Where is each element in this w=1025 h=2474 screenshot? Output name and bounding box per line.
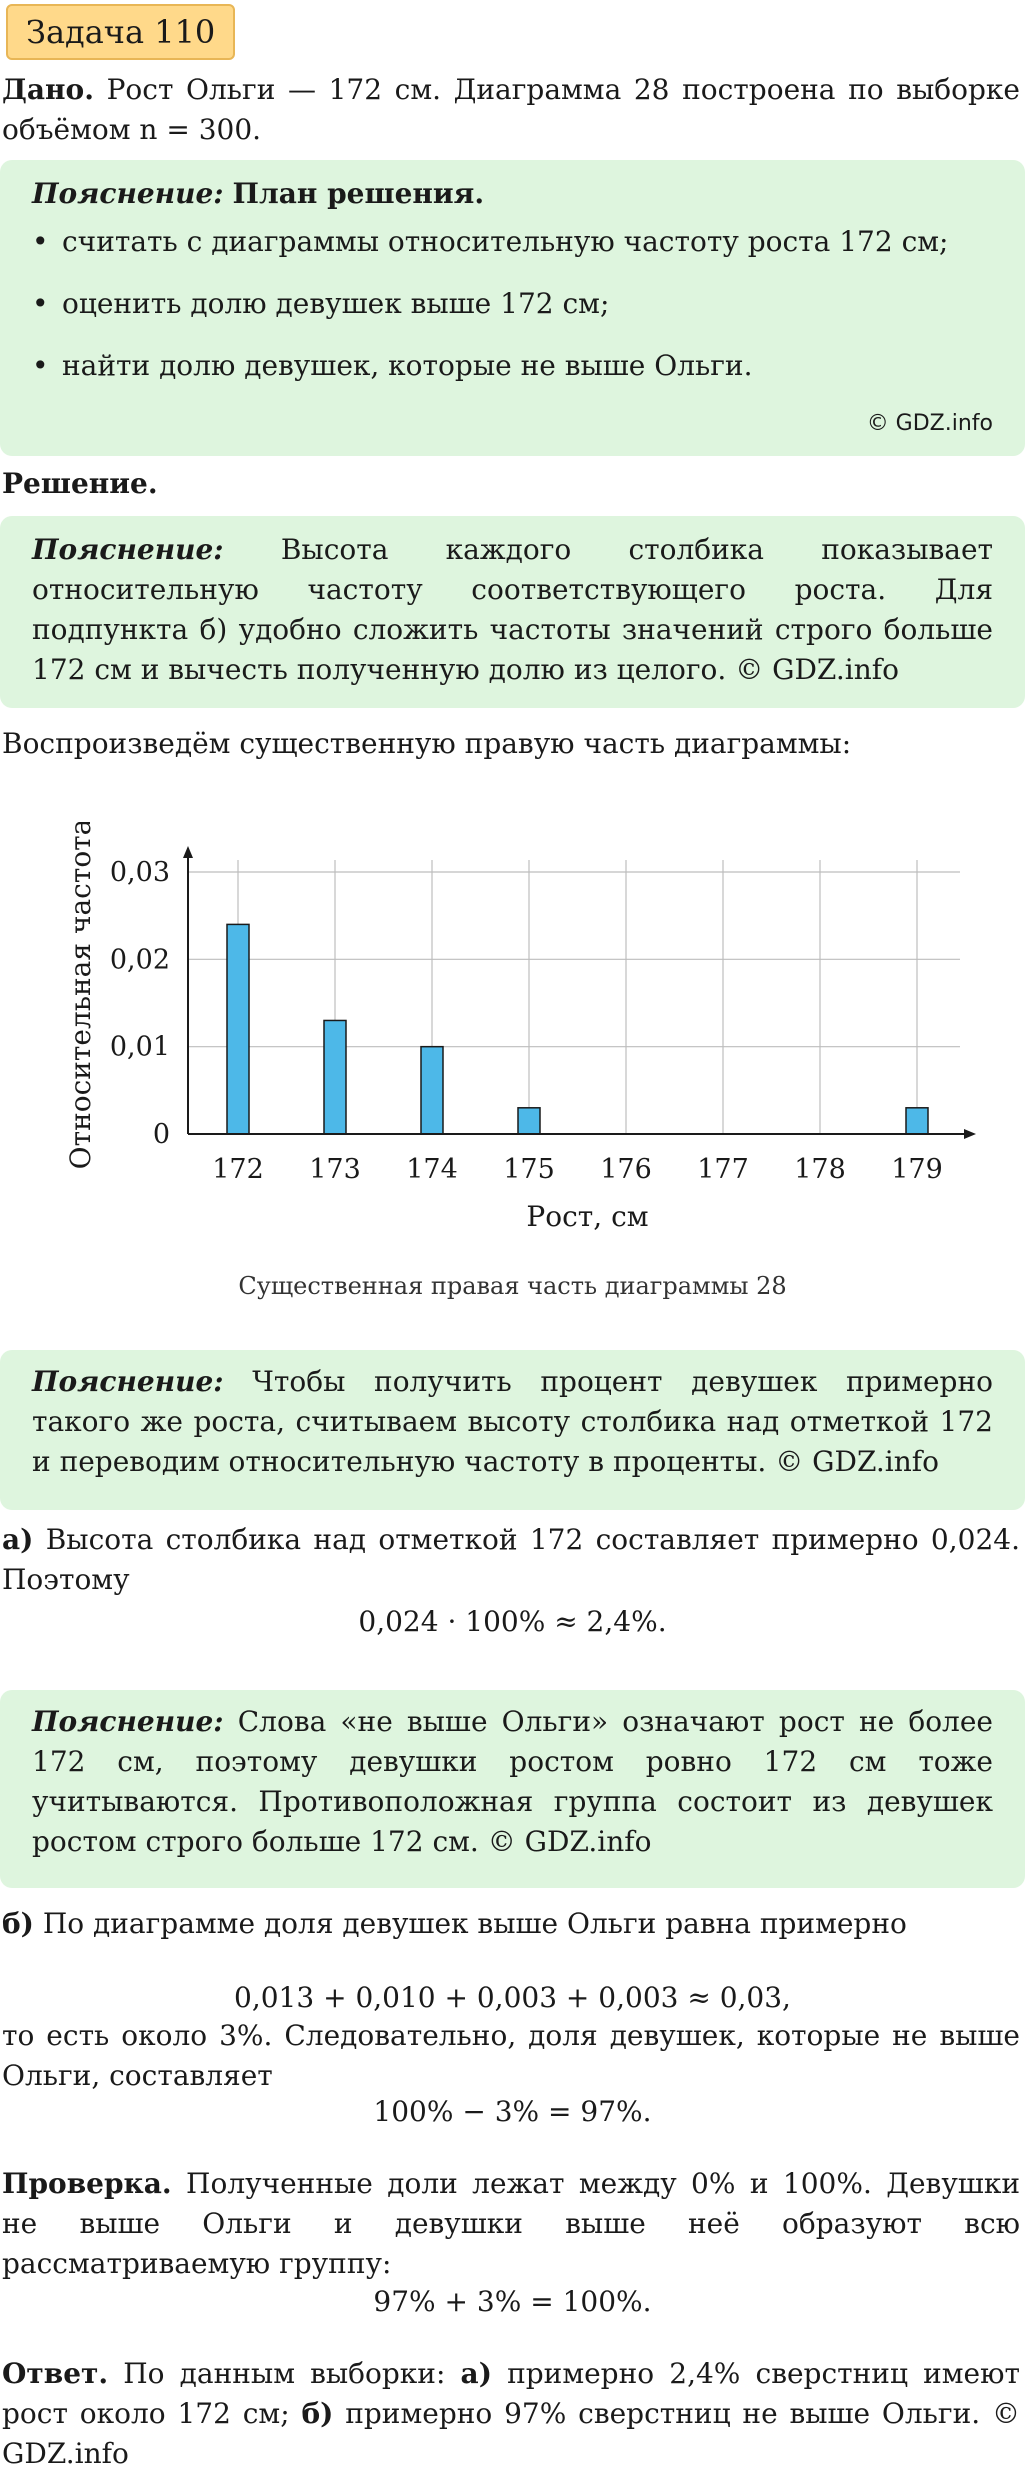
check-paragraph: Проверка. Полученные доли лежат между 0%… [2, 2164, 1020, 2284]
bar-173 [323, 1019, 347, 1135]
solution-heading: Решение. [2, 467, 158, 500]
check-label: Проверка. [2, 2167, 172, 2200]
answer-intro: По данным выборки: [123, 2357, 446, 2390]
answer-b-label: б) [301, 2397, 334, 2430]
part-b-formula-2: 100% − 3% = 97%. [373, 2095, 652, 2128]
answer-a-text: примерно 2,4% сверстниц имеют рост около… [2, 2357, 1020, 2430]
plan-bullet: считать с диаграммы относительную частот… [32, 222, 993, 262]
part-a-formula: 0,024 · 100% ≈ 2,4%. [358, 1605, 667, 1638]
plan-note-box: Пояснение: План решения. считать с диагр… [0, 160, 1025, 456]
x-tick-label: 177 [697, 1154, 749, 1185]
y-tick-label: 0,03 [110, 857, 170, 888]
x-axis-title: Рост, см [526, 1200, 648, 1233]
part-b-paragraph: б) По диаграмме доля девушек выше Ольги … [2, 1904, 1020, 1944]
answer-b-text: примерно 97% сверстниц не выше Ольги. [345, 2397, 981, 2430]
plan-sign: © GDZ.info [866, 411, 993, 436]
chart-labels: 0 0,01 0,02 0,03 172 173 174 175 176 177 178 179 Рос… [64, 819, 943, 1233]
explain1-label: Пояснение: [32, 533, 224, 566]
part-b-text-2: то есть около 3%. Следовательно, доля де… [2, 2019, 1020, 2092]
answer-paragraph: Ответ. По данным выборки: а) примерно 2,… [2, 2354, 1020, 2474]
explain-note-3: Пояснение: Слова «не выше Ольги» означаю… [0, 1690, 1025, 1888]
bar-chart: 0 0,01 0,02 0,03 172 173 174 175 176 177 178 179 Рос… [0, 819, 1025, 1242]
chart-bars [226, 923, 929, 1135]
bar-chart-svg: 0 0,01 0,02 0,03 172 173 174 175 176 177 178 179 Рос… [64, 819, 976, 1233]
reproduce-text: Воспроизведём существенную правую часть … [2, 727, 852, 760]
explain1-text: Высота каждого столбика показывает относ… [32, 533, 993, 686]
part-b-formula-1: 0,013 + 0,010 + 0,003 + 0,003 ≈ 0,03, [234, 1981, 791, 2014]
x-tick-label: 176 [600, 1154, 652, 1185]
y-axis-title: Относительная частота [64, 822, 97, 1169]
check-text: Полученные доли лежат между 0% и 100%. Д… [2, 2167, 1020, 2280]
plan-bullet: найти долю девушек, которые не выше Ольг… [32, 346, 993, 386]
part-a-paragraph: а) Высота столбика над отметкой 172 сост… [2, 1520, 1020, 1600]
given-paragraph: Дано. Рост Ольги — 172 см. Диаграмма 28 … [2, 70, 1020, 150]
part-b-text: По диаграмме доля девушек выше Ольги рав… [42, 1907, 907, 1940]
chart-caption: Существенная правая часть диаграммы 28 [238, 1272, 787, 1300]
x-tick-label: 173 [309, 1154, 361, 1185]
explain-note-2: Пояснение: Чтобы получить процент девуше… [0, 1350, 1025, 1510]
x-tick-label: 175 [503, 1154, 555, 1185]
answer-a-label: а) [460, 2357, 492, 2390]
bar-174 [420, 1045, 444, 1135]
y-axis-arrow [183, 846, 193, 858]
check-formula: 97% + 3% = 100%. [373, 2285, 652, 2318]
plan-bullet-list: считать с диаграммы относительную частот… [32, 222, 993, 386]
plan-title: План решения. [232, 177, 485, 210]
part-a-text: Высота столбика над отметкой 172 составл… [2, 1523, 1020, 1596]
bar-172 [226, 923, 250, 1135]
task-title: Задача 110 [6, 4, 236, 60]
x-axis-arrow [964, 1129, 976, 1139]
given-text: Рост Ольги — 172 см. Диаграмма 28 постро… [2, 73, 1020, 146]
y-tick-label: 0 [153, 1119, 170, 1150]
part-b-label: б) [2, 1907, 34, 1940]
explain2-label: Пояснение: [32, 1365, 224, 1398]
chart-axes [183, 846, 976, 1139]
plan-note-label: Пояснение: [32, 177, 224, 210]
explain3-label: Пояснение: [32, 1705, 224, 1738]
bar-175 [517, 1107, 541, 1135]
chart-grid [188, 860, 960, 1134]
y-tick-label: 0,02 [110, 944, 170, 975]
explain3-text: Слова «не выше Ольги» означают рост не б… [32, 1705, 993, 1858]
x-tick-label: 178 [794, 1154, 846, 1185]
bar-179 [905, 1107, 929, 1135]
plan-bullet: оценить долю девушек выше 172 см; [32, 284, 993, 324]
part-a-label: а) [2, 1523, 34, 1556]
explain-note-1: Пояснение: Высота каждого столбика показ… [0, 516, 1025, 708]
x-tick-label: 179 [891, 1154, 943, 1185]
answer-sign: © GDZ.info [2, 2397, 1020, 2470]
given-label: Дано. [2, 73, 94, 106]
x-tick-label: 172 [212, 1154, 264, 1185]
explain2-text: Чтобы получить процент девушек примерно … [32, 1365, 993, 1478]
y-tick-label: 0,01 [110, 1032, 170, 1063]
x-tick-label: 174 [406, 1154, 458, 1185]
answer-label: Ответ. [2, 2357, 109, 2390]
